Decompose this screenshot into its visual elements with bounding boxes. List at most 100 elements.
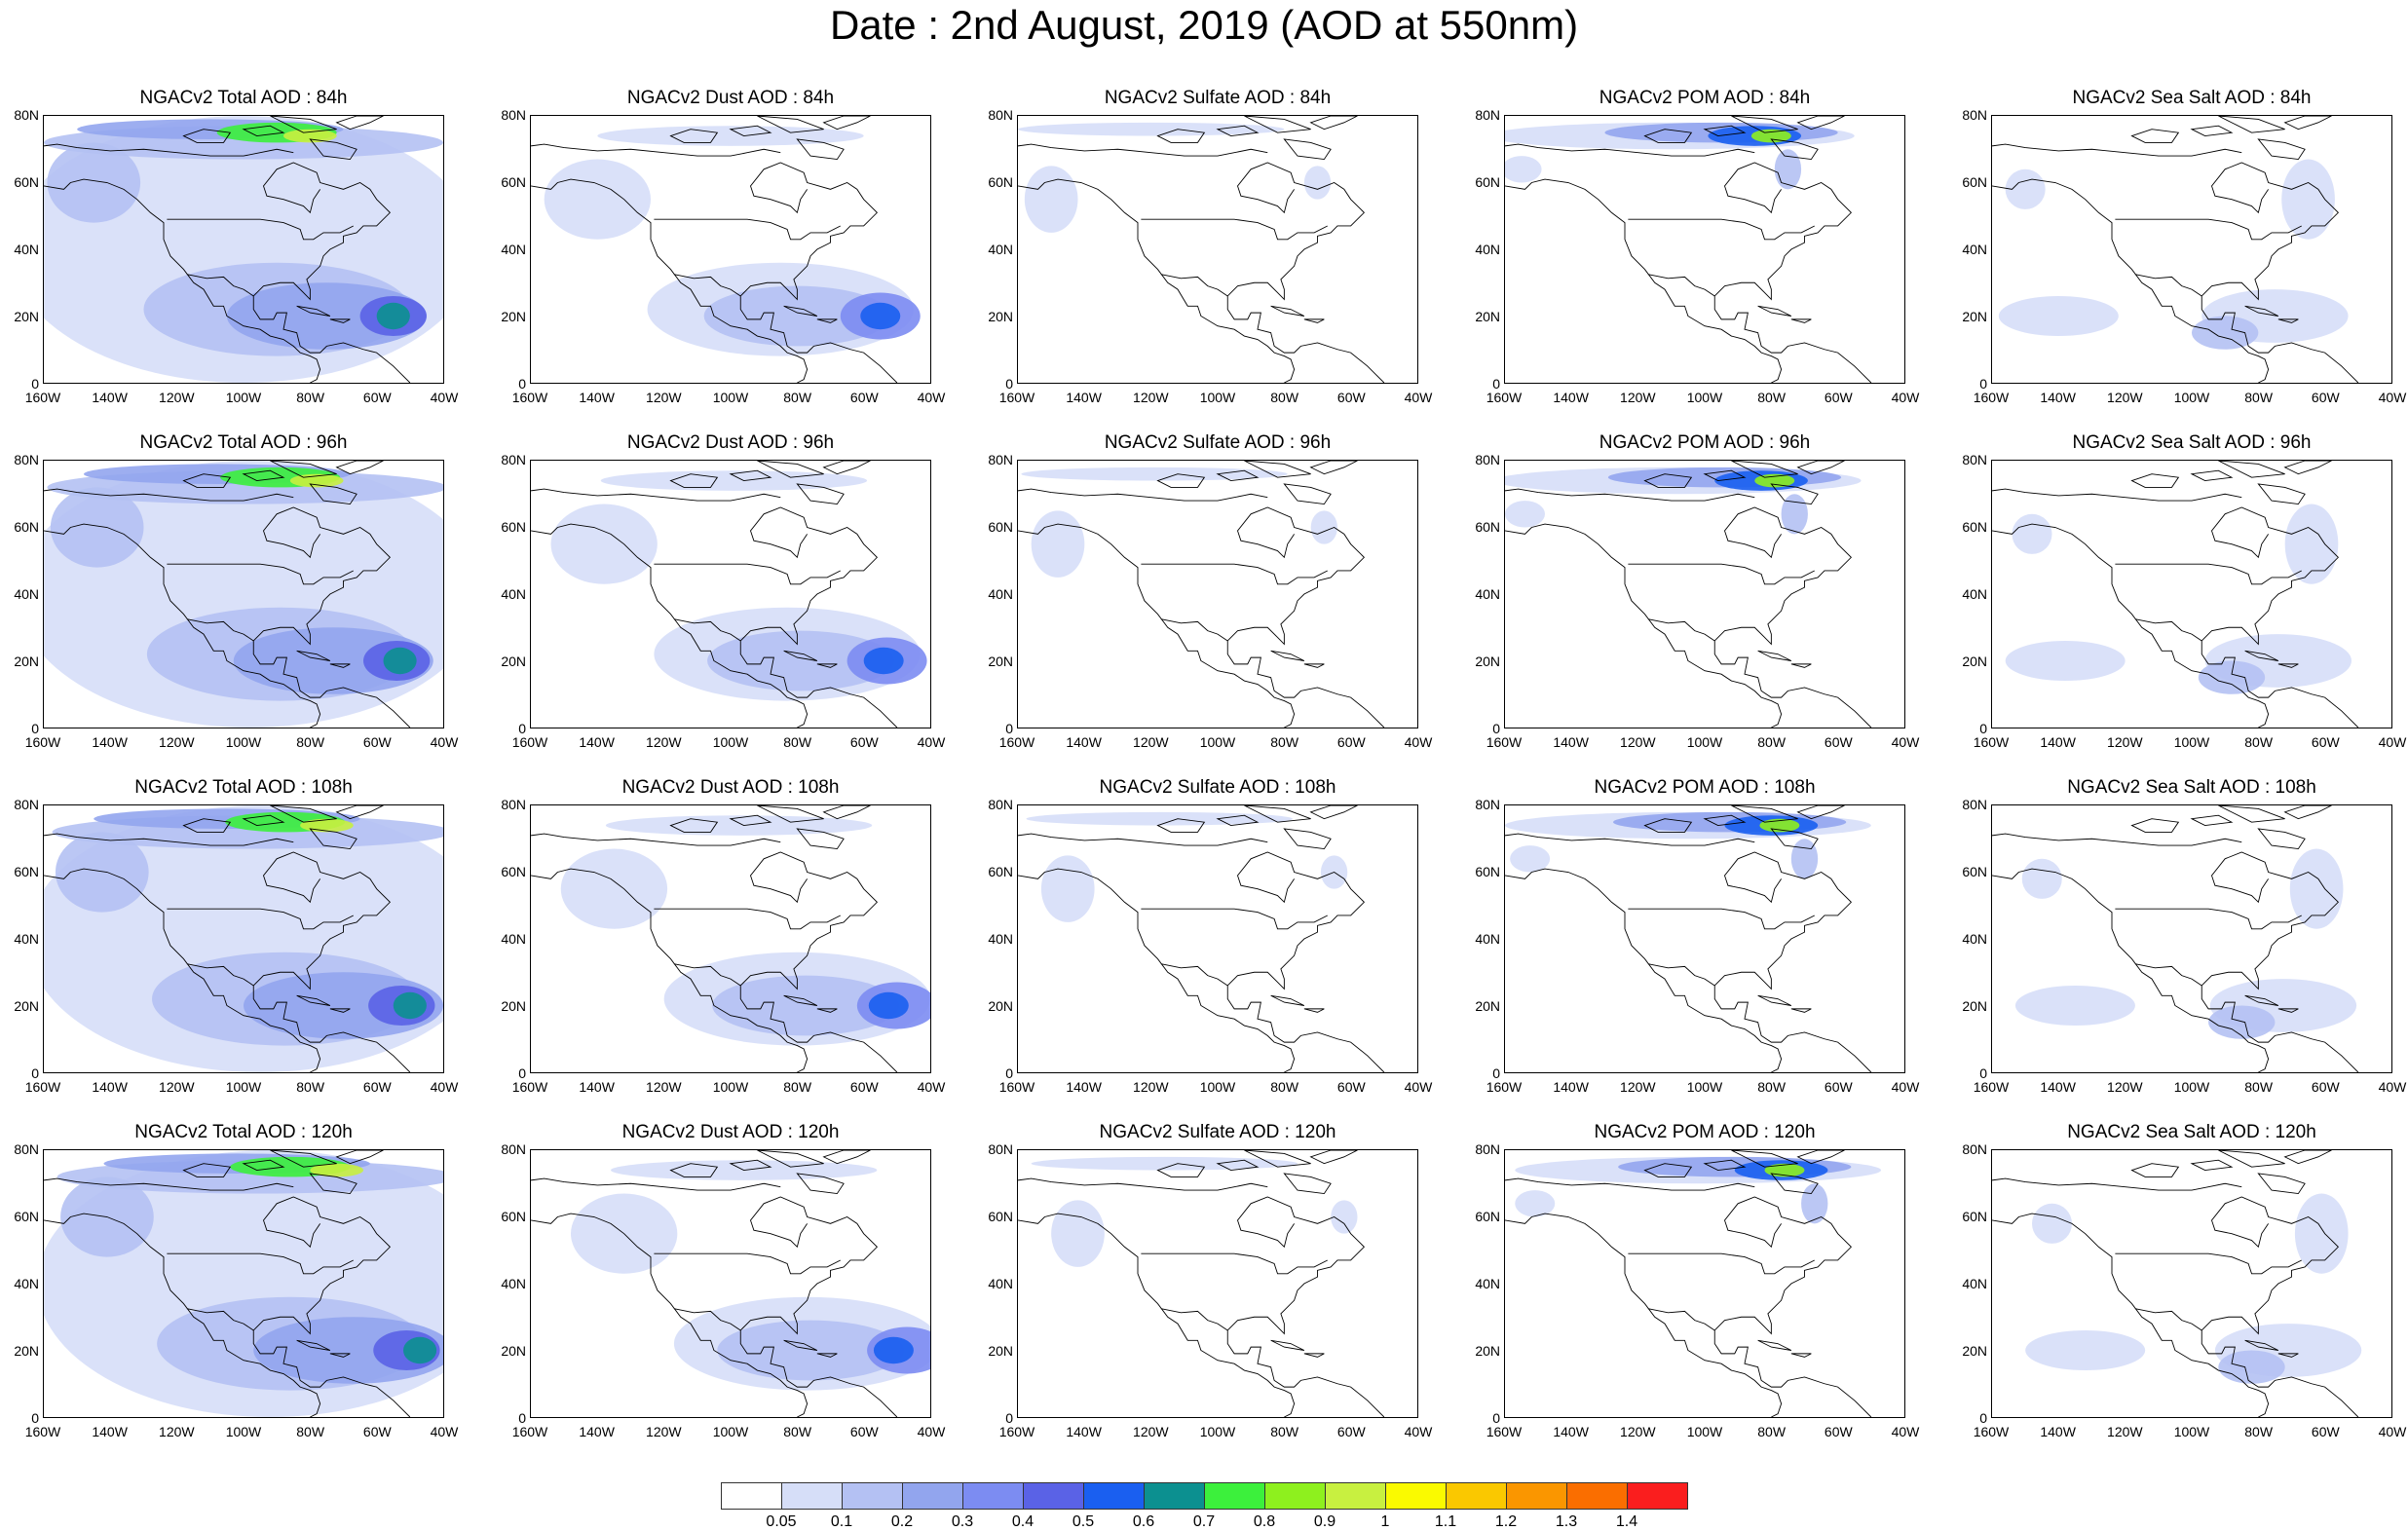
aod-plume (1026, 811, 1293, 826)
aod-plume (2012, 513, 2052, 554)
lon-tick-label: 40W (430, 390, 459, 405)
island-outline (816, 1353, 838, 1358)
aod-plume (1801, 1183, 1828, 1224)
lon-tick-label: 120W (1133, 1424, 1169, 1439)
west-coastline (1992, 868, 2270, 1072)
island-outline (270, 116, 337, 133)
island-outline (1731, 1150, 1798, 1168)
lon-tick-label: 60W (362, 390, 392, 405)
lon-tick-label: 60W (1336, 734, 1366, 750)
island-outline (1156, 129, 1206, 143)
island-outline (1731, 805, 1798, 823)
lon-tick-label: 140W (1066, 734, 1102, 750)
island-outline (1270, 650, 1305, 661)
island-outline (729, 125, 772, 137)
colorbar-swatch (842, 1482, 903, 1510)
lon-tick-label: 160W (998, 390, 1035, 405)
lon-tick-label: 40W (430, 1079, 459, 1095)
lat-tick-label: 20N (988, 998, 1013, 1014)
west-coastline (1992, 1213, 2270, 1417)
greenland-outline (822, 116, 871, 131)
lat-tick-label: 80N (1475, 452, 1500, 467)
lat-tick-label: 60N (1475, 864, 1500, 879)
lon-tick-label: 120W (1133, 390, 1169, 405)
lon-tick-label: 160W (1486, 1424, 1523, 1439)
island-outline (309, 138, 357, 161)
lon-tick-label: 140W (579, 734, 615, 750)
lat-tick-label: 20N (501, 653, 526, 669)
colorbar-swatch (1204, 1482, 1265, 1510)
lon-tick-label: 120W (2107, 734, 2143, 750)
island-outline (796, 828, 845, 850)
us-mexico-border (673, 618, 741, 642)
arctic-coastline (1992, 833, 2242, 846)
panel-title: NGACv2 Sulfate AOD : 108h (1099, 777, 1336, 798)
west-coastline (44, 178, 321, 383)
aod-map (1017, 115, 1418, 384)
aod-plume (2021, 858, 2062, 899)
lon-tick-label: 160W (24, 390, 61, 405)
lon-tick-label: 140W (1553, 390, 1589, 405)
aod-map (1991, 804, 2392, 1073)
lon-tick-label: 40W (917, 734, 946, 750)
us-mexico-border (1647, 274, 1715, 297)
island-outline (296, 994, 331, 1006)
lon-tick-label: 100W (1199, 390, 1236, 405)
us-canada-border (1141, 1252, 1328, 1275)
east-coastline (252, 1196, 411, 1417)
lon-tick-label: 140W (92, 1079, 128, 1095)
map-canvas (1018, 805, 1385, 1072)
west-coastline (531, 868, 809, 1072)
island-outline (729, 1159, 772, 1172)
island-outline (1790, 318, 1812, 323)
lat-tick-label: 0 (518, 1065, 526, 1081)
us-mexico-border (2134, 618, 2202, 642)
lat-tick-label: 60N (501, 174, 526, 190)
lat-tick-label: 80N (14, 797, 39, 812)
island-outline (2244, 994, 2279, 1006)
east-coastline (2201, 162, 2359, 383)
us-mexico-border (673, 963, 741, 987)
west-coastline (1992, 523, 2270, 728)
aod-plume (2281, 159, 2335, 240)
lat-tick-label: 60N (988, 864, 1013, 879)
island-outline (1731, 461, 1798, 478)
island-outline (309, 828, 357, 850)
lat-tick-label: 60N (988, 1209, 1013, 1224)
lat-tick-label: 40N (501, 931, 526, 947)
map-canvas (1505, 1150, 1882, 1417)
lon-tick-label: 40W (2378, 1079, 2407, 1095)
arctic-coastline (44, 833, 294, 846)
lon-tick-label: 120W (646, 1079, 682, 1095)
lon-tick-label: 120W (159, 1079, 195, 1095)
colorbar-label: 0.4 (1011, 1513, 1035, 1530)
island-outline (329, 1008, 351, 1013)
lat-tick-label: 80N (501, 1141, 526, 1157)
us-mexico-border (1647, 1308, 1715, 1331)
island-outline (270, 461, 337, 478)
lon-tick-label: 80W (2244, 734, 2274, 750)
arctic-coastline (1992, 1177, 2242, 1191)
lon-tick-label: 120W (1620, 1079, 1656, 1095)
lon-tick-label: 120W (646, 390, 682, 405)
panel-title: NGACv2 Sea Salt AOD : 96h (2072, 432, 2312, 453)
lon-tick-label: 100W (1199, 1079, 1236, 1095)
island-outline (1283, 828, 1332, 850)
island-outline (2190, 814, 2234, 827)
east-coastline (2201, 506, 2359, 728)
island-outline (1757, 994, 1792, 1006)
aod-plume (873, 1336, 914, 1364)
island-outline (1270, 1339, 1305, 1351)
lat-tick-label: 60N (14, 519, 39, 535)
island-outline (242, 469, 285, 482)
greenland-outline (1796, 116, 1845, 131)
map-panel-seasalt-96h: NGACv2 Sea Salt AOD : 96h 80N 60N 40N 20N 0 16… (1948, 432, 2408, 760)
lat-tick-label: 60N (1475, 174, 1500, 190)
lon-tick-label: 100W (1686, 390, 1723, 405)
greenland-outline (822, 1150, 871, 1165)
lon-tick-label: 40W (1891, 1079, 1920, 1095)
lon-tick-label: 160W (998, 1079, 1035, 1095)
lat-tick-label: 0 (1492, 1065, 1500, 1081)
aod-plume (383, 647, 417, 675)
lat-tick-label: 0 (1492, 721, 1500, 736)
